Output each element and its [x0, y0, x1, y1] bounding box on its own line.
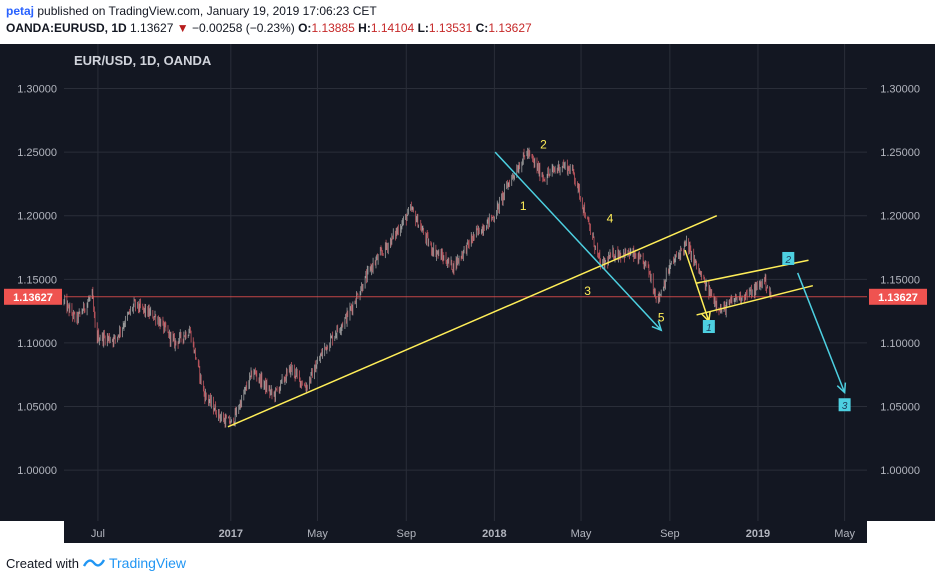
wave-label-3: 3: [842, 401, 848, 412]
wave-label-box: [702, 320, 715, 334]
open-label: O:: [298, 21, 312, 35]
wave-label-box: [838, 398, 851, 412]
wave-label-2: 2: [785, 255, 792, 266]
last-price: 1.13627: [130, 21, 174, 35]
price-tick-right: 1.05000: [880, 402, 920, 414]
wave-label-box: [782, 251, 795, 265]
last-price-tag-right: 1.13627: [878, 292, 918, 304]
price-tick-left: 1.15000: [17, 274, 57, 286]
close-label: C:: [475, 21, 489, 35]
time-tick: Jul: [91, 528, 105, 540]
symbol-name: OANDA:EURUSD, 1D: [6, 21, 127, 35]
price-tick-right: 1.10000: [880, 338, 920, 350]
last-price-tag-left: 1.13627: [13, 292, 53, 304]
price-tick-left: 1.30000: [17, 84, 57, 96]
grid: [64, 44, 867, 521]
last-price-line: 1.13627 1.13627: [4, 288, 927, 305]
wave-label-4: 4: [607, 211, 614, 225]
wave-label-1: 1: [706, 323, 712, 334]
time-tick: Sep: [660, 528, 680, 540]
low-value: 1.13531: [428, 21, 473, 35]
time-tick: Sep: [396, 528, 416, 540]
arrow-line: [494, 151, 662, 331]
wave-label-5: 5: [658, 310, 665, 324]
time-scale[interactable]: [64, 521, 867, 543]
time-axis: Jul 2017 May Sep 2018 May Sep 2019 May: [91, 528, 856, 540]
price-tick-right: 1.25000: [880, 147, 920, 159]
last-price-tag-left-bg: [4, 288, 62, 305]
arrow-line: [796, 272, 846, 393]
wave-label-3: 3: [584, 284, 591, 298]
time-tick: May: [571, 528, 592, 540]
trend-line: [696, 284, 814, 316]
time-tick: May: [307, 528, 328, 540]
arrow-head: [651, 320, 663, 332]
time-tick: 2019: [746, 528, 770, 540]
close-value: 1.13627: [488, 21, 532, 35]
publish-info: petaj published on TradingView.com, Janu…: [6, 4, 377, 18]
price-tick-left: 1.00000: [17, 465, 57, 477]
price-tick-right: 1.00000: [880, 465, 920, 477]
tradingview-logo-icon: [82, 559, 105, 567]
price-change: −0.00258 (−0.23%): [192, 21, 295, 35]
publish-text: published on TradingView.com, January 19…: [37, 4, 377, 18]
price-tick-left: 1.25000: [17, 147, 57, 159]
high-value: 1.14104: [370, 21, 415, 35]
chart-title: EUR/USD, 1D, OANDA: [74, 53, 212, 68]
candles: [63, 147, 772, 428]
symbol-legend: OANDA:EURUSD, 1D 1.13627 ▼ −0.00258 (−0.…: [6, 21, 532, 35]
arrow-line: [684, 249, 710, 322]
price-tick-left: 1.20000: [17, 211, 57, 223]
trend-line: [227, 215, 718, 428]
arrow-head: [836, 382, 847, 395]
last-price-tag-right-bg: [869, 288, 927, 305]
footer: Created with TradingView: [6, 555, 186, 571]
price-tick-right: 1.15000: [880, 274, 920, 286]
created-with-text: Created with: [6, 555, 79, 571]
plot-area[interactable]: [64, 44, 867, 521]
high-label: H:: [358, 21, 371, 35]
wave-labels: 1 2 3 4 5 1 2 3: [520, 137, 851, 412]
price-tick-right: 1.20000: [880, 211, 920, 223]
tradingview-brand[interactable]: TradingView: [108, 555, 187, 571]
author-link[interactable]: petaj: [6, 4, 35, 18]
time-tick: 2018: [482, 528, 506, 540]
price-tick-right: 1.30000: [880, 84, 920, 96]
price-tick-left: 1.10000: [17, 338, 57, 350]
time-tick: 2017: [219, 528, 243, 540]
right-price-scale[interactable]: [867, 44, 935, 521]
wave-label-1: 1: [520, 199, 527, 213]
low-label: L:: [417, 21, 429, 35]
time-tick: May: [834, 528, 855, 540]
price-axis: 1.30000 1.30000 1.25000 1.25000 1.20000 1.200…: [17, 84, 920, 478]
open-value: 1.13885: [311, 21, 355, 35]
price-tick-left: 1.05000: [17, 402, 57, 414]
down-arrow-icon: ▼: [176, 21, 189, 35]
left-price-scale[interactable]: [0, 44, 64, 521]
wave-label-2: 2: [540, 137, 547, 151]
chart-frame[interactable]: 1.30000 1.30000 1.25000 1.25000 1.20000 1.200…: [0, 0, 935, 548]
